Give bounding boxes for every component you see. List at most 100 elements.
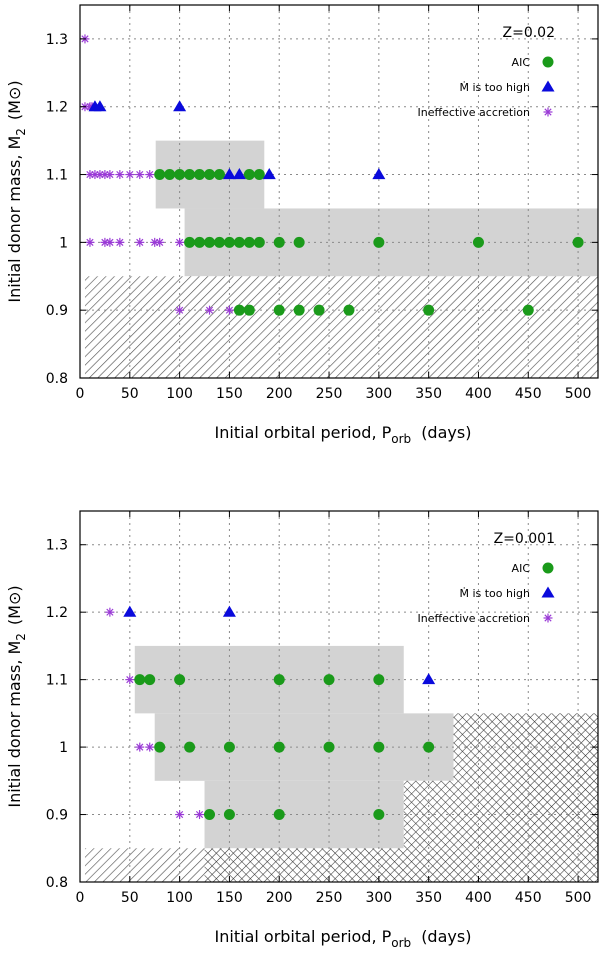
aic-marker [184,236,196,248]
x-tick-label: 0 [76,890,85,906]
series-circle [134,674,435,821]
ineffective-accretion-marker [115,237,125,247]
aic-marker [293,304,305,316]
aic-marker [164,169,176,181]
aic-marker [154,169,166,181]
aic-marker [472,236,484,248]
mdot-too-high-marker [422,673,436,685]
mdot-too-high-marker [123,605,137,617]
aic-marker [542,562,554,574]
x-tick-label: 250 [316,386,343,402]
ineffective-accretion-marker [125,170,135,180]
ineffective-accretion-marker [115,170,125,180]
aic-marker [253,236,265,248]
aic-marker [373,741,385,753]
y-tick-label: 1.3 [46,32,68,48]
mdot-too-high-marker [541,80,555,92]
aic-marker [204,809,215,821]
aic-marker [423,304,435,316]
ineffective-accretion-marker [175,305,185,315]
aic-marker [194,236,206,248]
ineffective-accretion-marker [205,305,214,315]
aic-marker [522,304,534,316]
y-tick-label: 1 [59,235,68,251]
mdot-too-high-marker [372,168,386,180]
x-tick-label: 50 [121,386,139,402]
x-tick-label: 350 [415,890,442,906]
x-tick-label: 200 [266,890,293,906]
y-tick-label: 1.3 [46,538,68,554]
x-tick-label: 500 [565,386,592,402]
aic-marker [204,169,215,181]
aic-marker [233,236,245,248]
ineffective-accretion-marker [145,742,155,752]
aic-marker [273,741,285,753]
x-axis-label: Initial orbital period, Porb (days) [215,423,472,446]
y-tick-label: 0.9 [46,808,68,824]
aic-marker [204,236,215,248]
aic-marker [144,674,156,686]
x-tick-label: 450 [515,386,542,402]
y-axis-label: Initial donor mass, M2(M⊙) [5,80,28,302]
ineffective-accretion-marker [155,237,165,247]
y-tick-label: 0.9 [46,303,68,319]
aic-marker [184,169,196,181]
aic-marker [323,674,335,686]
x-tick-label: 150 [216,890,243,906]
aic-marker [323,741,335,753]
ineffective-accretion-marker [543,613,553,623]
hatched-region [84,276,598,378]
mdot-too-high-marker [173,100,187,112]
aic-marker [243,304,255,316]
mdot-too-high-marker [541,586,555,598]
legend-label: AIC [512,562,531,575]
y-axis-label: Initial donor mass, M2(M⊙) [5,585,28,807]
aic-marker [243,236,255,248]
aic-marker [243,169,255,181]
metallicity-label: Z=0.001 [494,531,555,547]
ineffective-accretion-marker [195,810,205,820]
ineffective-accretion-marker [105,607,115,617]
x-axis-label: Initial orbital period, Porb (days) [215,927,472,950]
x-tick-label: 400 [465,386,492,402]
ineffective-accretion-marker [543,107,553,117]
ineffective-accretion-marker [135,237,145,247]
hatched-region [204,848,598,882]
series-triangle [123,605,436,685]
x-tick-label: 300 [365,386,392,402]
ineffective-accretion-marker [125,675,135,685]
aic-marker [572,236,584,248]
legend-label: Ṁ is too high [459,81,530,94]
aic-marker [293,236,305,248]
x-tick-label: 0 [76,386,85,402]
series-triangle [88,100,386,180]
chart-panel-2: 0 50 100 150 200 250 300 350 400 450 500 0.8 0.9 1 1.1… [5,510,599,950]
x-tick-label: 250 [316,890,343,906]
aic-marker [253,169,265,181]
x-tick-label: 200 [266,386,293,402]
x-tick-label: 300 [365,890,392,906]
ineffective-accretion-marker [135,742,145,752]
y-tick-label: 1.2 [46,605,68,621]
series-circle [154,169,584,316]
aic-marker [223,236,235,248]
series-asterisk [105,607,205,820]
ineffective-accretion-marker [145,170,155,180]
x-tick-label: 350 [415,386,442,402]
plot-frame [79,510,599,883]
aic-marker [273,304,285,316]
plot-frame [79,4,599,379]
aic-marker [184,741,196,753]
y-tick-label: 1.1 [46,673,68,689]
aic-marker [313,304,325,316]
legend-label: Ineffective accretion [418,106,531,119]
x-tick-label: 450 [515,890,542,906]
ineffective-accretion-marker [85,237,95,247]
aic-marker [373,236,385,248]
aic-marker [174,169,186,181]
ineffective-accretion-marker [105,237,115,247]
ineffective-accretion-marker [135,170,145,180]
metallicity-label: Z=0.02 [503,25,556,41]
aic-marker [423,741,435,753]
y-tick-label: 0.8 [46,875,68,891]
